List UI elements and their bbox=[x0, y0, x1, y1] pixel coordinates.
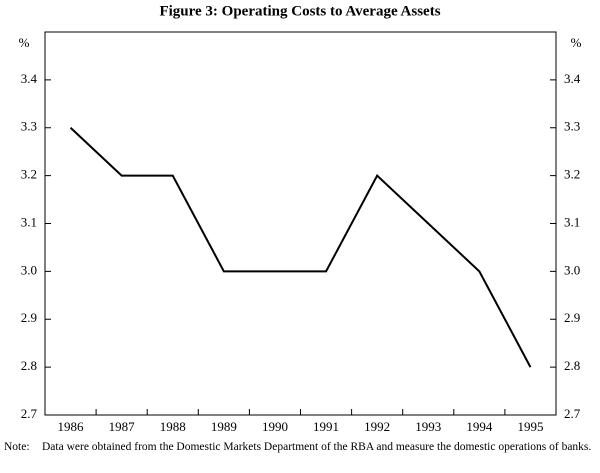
x-tick-label: 1988 bbox=[160, 419, 186, 434]
y-tick-label: 3.2 bbox=[21, 167, 37, 182]
x-tick-label: 1993 bbox=[415, 419, 441, 434]
note-label: Note: bbox=[4, 441, 30, 453]
y2-tick-label: 3.3 bbox=[564, 119, 580, 134]
y-tick-label: 2.7 bbox=[21, 406, 38, 421]
y-tick-label: 2.9 bbox=[21, 310, 37, 325]
y2-tick-label: 2.7 bbox=[564, 406, 581, 421]
chart: Figure 3: Operating Costs to Average Ass… bbox=[19, 3, 582, 434]
y-tick-label: 3.3 bbox=[21, 119, 37, 134]
plot-frame bbox=[44, 31, 557, 416]
chart-title: Figure 3: Operating Costs to Average Ass… bbox=[159, 3, 440, 19]
x-tick-label: 1992 bbox=[364, 419, 390, 434]
y2-tick-label: 3.2 bbox=[564, 167, 580, 182]
x-tick-label: 1995 bbox=[517, 419, 543, 434]
y2-tick-label: 3.0 bbox=[564, 262, 580, 277]
y-tick-label: 3.0 bbox=[21, 262, 37, 277]
y2-unit: % bbox=[571, 35, 582, 50]
line bbox=[69, 127, 532, 368]
x-tick-label: 1990 bbox=[262, 419, 288, 434]
y-tick-label: 3.1 bbox=[21, 214, 37, 229]
y-tick-label: 2.8 bbox=[21, 358, 37, 373]
x-tick-label: 1991 bbox=[313, 419, 339, 434]
y2-tick-label: 3.4 bbox=[564, 71, 581, 86]
x-tick-label: 1986 bbox=[58, 419, 85, 434]
x-tick-label: 1994 bbox=[466, 419, 493, 434]
y-tick-label: 3.4 bbox=[21, 71, 38, 86]
y2-tick-label: 2.8 bbox=[564, 358, 580, 373]
y2-tick-label: 3.1 bbox=[564, 214, 580, 229]
x-tick-label: 1987 bbox=[109, 419, 136, 434]
x-tick-label: 1989 bbox=[211, 419, 237, 434]
y-unit: % bbox=[19, 35, 30, 50]
note: Note: Data were obtained from the Domest… bbox=[4, 440, 596, 454]
y2-tick-label: 2.9 bbox=[564, 310, 580, 325]
note-text: Data were obtained from the Domestic Mar… bbox=[42, 441, 592, 453]
